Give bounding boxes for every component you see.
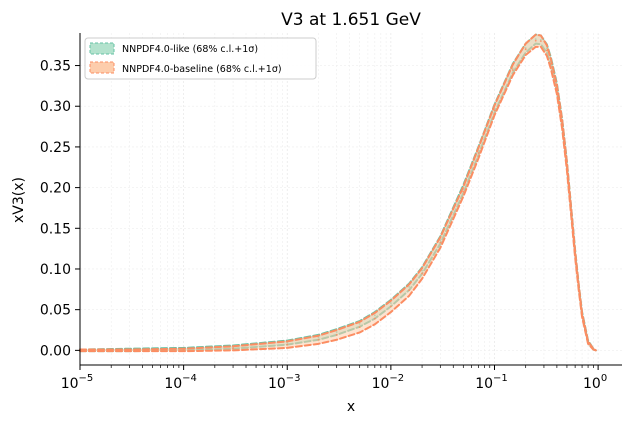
- point-nnpdf40-baseline: [462, 190, 465, 193]
- point-nnpdf40-baseline: [477, 152, 480, 154]
- x-tick-label: 100: [583, 373, 607, 392]
- point-nnpdf40-baseline: [493, 109, 496, 112]
- y-tick-label: 0.20: [40, 181, 71, 197]
- x-tick-label: 10−5: [61, 373, 94, 392]
- chart-title: V3 at 1.651 GeV: [281, 10, 421, 30]
- point-nnpdf40-baseline: [511, 69, 514, 71]
- y-tick-label: 0.25: [40, 140, 71, 156]
- point-nnpdf40-baseline: [335, 333, 338, 336]
- point-nnpdf40-baseline: [128, 349, 131, 352]
- legend: NNPDF4.0-like (68% c.l.+1σ) NNPDF4.0-bas…: [84, 37, 317, 80]
- point-nnpdf40-baseline: [408, 289, 411, 292]
- y-tick-label: 0.15: [40, 221, 71, 237]
- legend-label-nnpdf40-like: NNPDF4.0-like (68% c.l.+1σ): [122, 44, 258, 55]
- point-nnpdf40-baseline: [232, 347, 234, 350]
- point-nnpdf40-baseline: [524, 48, 527, 51]
- legend-frame: [84, 37, 317, 80]
- x-ticks: 10−5 10−4 10−3 10−2 10−1 100: [61, 365, 607, 392]
- point-nnpdf40-baseline: [549, 63, 552, 65]
- y-axis-label: xV3(x): [11, 177, 27, 223]
- legend-label-nnpdf40-baseline: NNPDF4.0-baseline (68% c.l.+1σ): [122, 64, 282, 75]
- legend-swatch-nnpdf40-like: [89, 42, 115, 55]
- point-nnpdf40-baseline: [566, 165, 568, 168]
- y-tick-label: 0.00: [40, 343, 71, 359]
- y-tick-label: 0.10: [40, 262, 71, 278]
- point-nnpdf40-baseline: [577, 286, 580, 289]
- point-nnpdf40-baseline: [539, 40, 542, 43]
- point-nnpdf40-baseline: [389, 305, 392, 308]
- band-edge-nnpdf40-baseline: [79, 45, 597, 353]
- band-nnpdf40-baseline: [80, 34, 596, 352]
- point-nnpdf40-baseline: [570, 211, 573, 214]
- band-nnpdf40-like: [80, 34, 596, 352]
- x-tick-label: 10−3: [268, 373, 301, 392]
- band-edge-nnpdf40-like: [79, 42, 597, 353]
- point-nnpdf40-baseline: [587, 341, 589, 344]
- point-nnpdf40-baseline: [574, 253, 577, 256]
- y-ticks: 0.00 0.05 0.10 0.15 0.20 0.25 0.30 0.35: [40, 59, 80, 359]
- x-axis-label: x: [347, 399, 355, 415]
- point-nnpdf40-baseline: [358, 326, 361, 329]
- axes: [79, 33, 622, 366]
- y-tick-label: 0.35: [40, 59, 71, 75]
- point-nnpdf40-baseline: [581, 314, 583, 316]
- point-nnpdf40-baseline: [594, 349, 597, 352]
- point-nnpdf40-baseline: [439, 241, 442, 244]
- uncertainty-bands: [79, 33, 597, 353]
- point-nnpdf40-baseline: [182, 349, 185, 351]
- y-tick-label: 0.05: [40, 303, 71, 319]
- point-nnpdf40-baseline: [286, 343, 289, 346]
- point-nnpdf40-baseline: [555, 88, 558, 91]
- x-tick-label: 10−1: [475, 373, 508, 392]
- x-tick-label: 10−2: [372, 373, 405, 392]
- band-edge-nnpdf40-baseline: [79, 33, 597, 352]
- point-nnpdf40-baseline: [545, 49, 548, 52]
- band-edge-nnpdf40-like: [79, 33, 597, 352]
- point-nnpdf40-baseline: [317, 338, 320, 341]
- point-nnpdf40-baseline: [534, 39, 537, 42]
- grid: [79, 33, 622, 365]
- point-nnpdf40-baseline: [421, 272, 423, 275]
- point-nnpdf40-baseline: [592, 348, 595, 351]
- point-nnpdf40-baseline: [373, 317, 376, 320]
- legend-swatch-nnpdf40-baseline: [89, 61, 115, 74]
- x-tick-label: 10−4: [164, 373, 197, 392]
- point-nnpdf40-baseline: [561, 123, 564, 126]
- y-tick-label: 0.30: [40, 99, 71, 115]
